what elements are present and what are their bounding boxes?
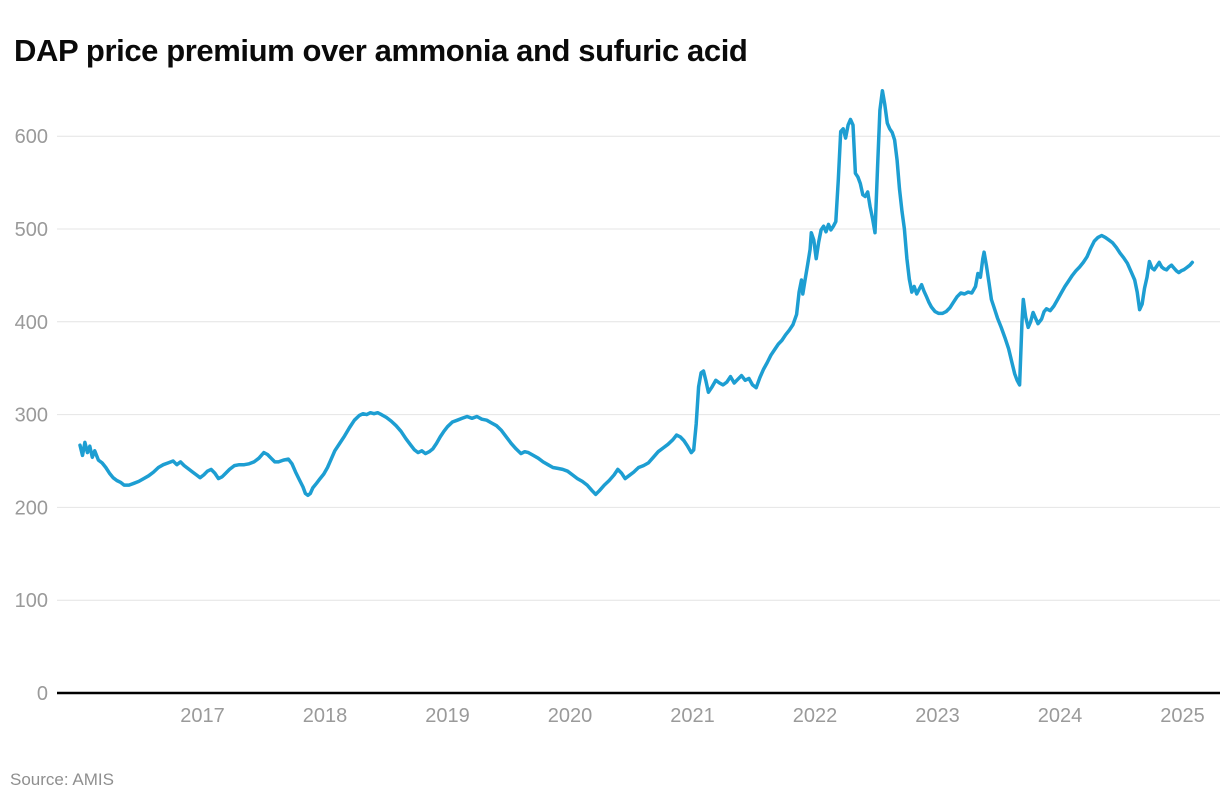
y-tick-label: 200	[15, 497, 48, 519]
x-tick-label: 2022	[793, 705, 838, 727]
y-tick-label: 400	[15, 312, 48, 334]
chart-title: DAP price premium over ammonia and sufur…	[14, 32, 748, 68]
y-tick-label: 0	[37, 683, 48, 705]
x-tick-label: 2018	[303, 705, 348, 727]
x-tick-label: 2017	[180, 705, 225, 727]
x-tick-label: 2020	[548, 705, 593, 727]
y-tick-label: 300	[15, 405, 48, 427]
price-line	[78, 88, 1195, 498]
x-axis-labels: 2017 2018 2019 2020 2021 2022 2023 2024 2025	[180, 705, 1204, 727]
y-tick-label: 100	[15, 590, 48, 612]
y-tick-label: 600	[15, 126, 48, 148]
x-tick-label: 2019	[425, 705, 470, 727]
y-tick-label: 500	[15, 219, 48, 241]
gridlines	[57, 135, 1220, 695]
x-tick-label: 2023	[915, 705, 960, 727]
x-tick-label: 2024	[1038, 705, 1083, 727]
x-tick-label: 2025	[1160, 705, 1205, 727]
source-note: Source: AMIS	[10, 770, 114, 789]
y-axis-labels: 0 100 200 300 400 500 600	[15, 126, 48, 705]
x-tick-label: 2021	[670, 705, 715, 727]
